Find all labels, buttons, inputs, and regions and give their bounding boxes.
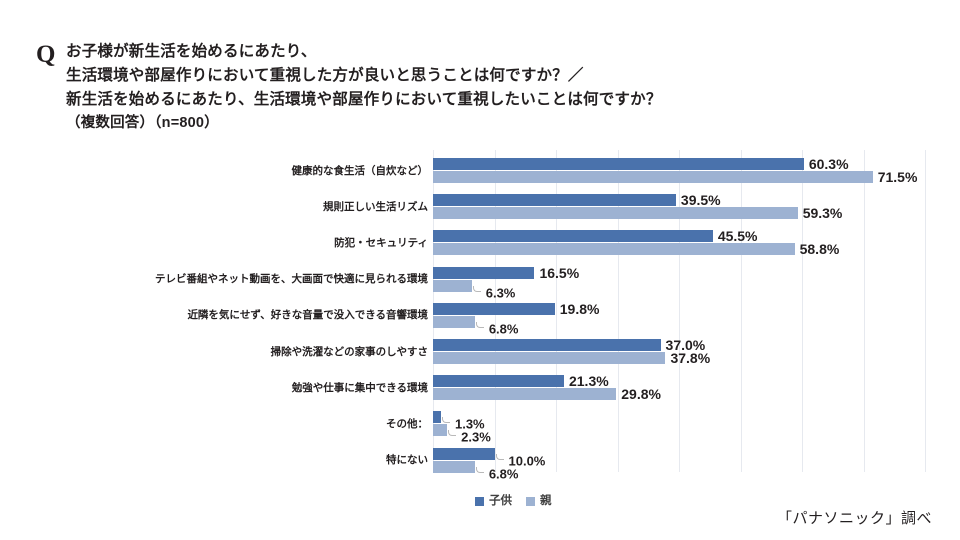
bar-value-label: 6.8% [488, 321, 519, 337]
leader-line [441, 417, 450, 424]
leader-line [472, 285, 481, 292]
bar-parent[interactable] [433, 171, 873, 183]
category-label: 防犯・セキュリティ [334, 236, 428, 249]
category-label: 特にない [386, 453, 428, 466]
gridline [802, 150, 803, 472]
legend-swatch-icon-child [475, 497, 484, 507]
legend-swatch-icon-parent [526, 497, 535, 507]
category-label: 規則正しい生活リズム [323, 200, 428, 213]
bar-chart: 健康的な食生活（自炊など） 規則正しい生活リズム防犯・セキュリティテレビ番組やネッ… [0, 150, 960, 500]
legend-item-parent[interactable]: 親 [526, 495, 552, 508]
bar-value-label: 60.3% [808, 156, 849, 172]
bar-value-label: 37.8% [670, 350, 711, 366]
plot-area: 60.3% 71.5% 39.5% 59.3% 45.5% 58.8% 16.5% 6.3% 1… [433, 150, 933, 480]
question-mark-q: Q [36, 41, 56, 68]
chart-legend: 子供 親 [433, 495, 960, 508]
leader-line [448, 430, 457, 437]
bar-value-label: 59.3% [802, 205, 843, 222]
bar-child[interactable] [433, 158, 804, 170]
bar-value-label: 39.5% [680, 192, 721, 209]
bar-parent[interactable] [433, 243, 795, 256]
gridline [556, 150, 557, 472]
leader-line [475, 466, 484, 473]
question-text-block: お子様が新生活を始めるにあたり、 生活環境や部屋作りにおいて重視した方が良いと思… [66, 40, 776, 135]
bar-value-label: 1.3% [454, 416, 485, 432]
bar-parent[interactable] [433, 279, 472, 292]
gridline [863, 150, 865, 472]
leader-line [495, 453, 504, 460]
bar-child[interactable] [433, 447, 495, 460]
bar-value-label: 45.5% [717, 228, 758, 245]
bar-child[interactable] [433, 194, 676, 207]
question-line-4: （複数回答）（n=800） [66, 115, 219, 132]
bar-value-label: 58.8% [799, 241, 840, 258]
category-label: 健康的な食生活（自炊など） [291, 164, 429, 177]
bar-child[interactable] [433, 302, 555, 315]
category-label: 近隣を気にせず、好きな音量で没入できる音響環境 [187, 309, 428, 322]
gridline [617, 150, 619, 472]
bar-value-label: 29.8% [621, 386, 661, 403]
question-line-2: 生活環境や部屋作りにおいて重視した方が良いと思うことは何ですか？／ [66, 67, 584, 85]
bar-parent[interactable] [433, 388, 617, 401]
legend-label-child: 子供 [489, 495, 512, 507]
leader-line [475, 321, 484, 328]
category-axis: 健康的な食生活（自炊など） 規則正しい生活リズム防犯・セキュリティテレビ番組やネッ… [60, 150, 428, 480]
bar-value-label: 6.8% [488, 466, 519, 482]
bar-parent[interactable] [433, 315, 475, 328]
category-label: その他： [386, 417, 428, 430]
gridline [925, 150, 926, 472]
question-line-3: 新生活を始めるにあたり、生活環境や部屋作りにおいて重視したいことは何ですか？ [66, 91, 662, 109]
category-label: 勉強や仕事に集中できる環境 [291, 381, 428, 394]
bar-value-label: 10.0% [508, 453, 546, 469]
bar-value-label: 19.8% [559, 300, 600, 317]
bar-value-label: 71.5% [877, 169, 918, 185]
bar-child[interactable] [433, 266, 535, 279]
bar-child[interactable] [433, 339, 661, 351]
legend-label-parent: 親 [540, 495, 552, 507]
bar-value-label: 6.3% [485, 285, 516, 301]
bar-child[interactable] [433, 375, 564, 388]
bar-value-label: 37.0% [665, 337, 706, 353]
bar-value-label: 16.5% [539, 264, 580, 281]
bar-parent[interactable] [433, 352, 666, 364]
bar-value-label: 2.3% [461, 429, 491, 445]
category-label: テレビ番組やネット動画を、大画面で快適に見られる環境 [155, 272, 428, 285]
gridline [740, 150, 742, 472]
bar-parent[interactable] [433, 207, 798, 220]
legend-item-child[interactable]: 子供 [475, 495, 512, 508]
question-line-1: お子様が新生活を始めるにあたり、 [66, 43, 317, 60]
bar-parent[interactable] [433, 424, 448, 437]
bar-parent[interactable] [433, 460, 475, 473]
bar-child[interactable] [433, 411, 441, 424]
source-credit: 「パナソニック」調べ [776, 510, 932, 527]
category-label: 掃除や洗濯などの家事のしやすさ [270, 345, 428, 358]
question-header: Q お子様が新生活を始めるにあたり、 生活環境や部屋作りにおいて重視した方が良い… [36, 40, 776, 135]
bar-child[interactable] [433, 230, 713, 243]
gridline [679, 150, 680, 472]
bar-value-label: 21.3% [568, 373, 609, 390]
